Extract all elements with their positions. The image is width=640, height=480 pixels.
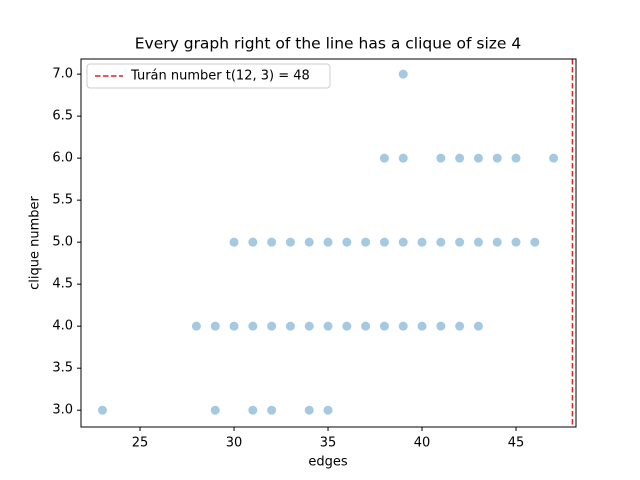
scatter-point [267, 321, 277, 331]
scatter-point [342, 321, 352, 331]
legend-box [86, 63, 331, 89]
scatter-point [191, 321, 201, 331]
scatter-point [285, 321, 295, 331]
scatter-point [304, 405, 314, 415]
x-tick-label: 25 [132, 436, 149, 451]
scatter-point [492, 237, 502, 247]
scatter-point [473, 321, 483, 331]
y-tick-label: 7.0 [52, 67, 73, 82]
scatter-point [210, 405, 220, 415]
scatter-point [455, 237, 465, 247]
scatter-point [229, 321, 239, 331]
scatter-point [97, 405, 107, 415]
scatter-point [379, 153, 389, 163]
scatter-point [229, 237, 239, 247]
scatter-point [323, 405, 333, 415]
scatter-point [285, 237, 295, 247]
scatter-point [417, 321, 427, 331]
scatter-point [455, 321, 465, 331]
x-tick-label: 30 [226, 436, 243, 451]
scatter-point [511, 237, 521, 247]
scatter-point [248, 405, 258, 415]
scatter-point [436, 153, 446, 163]
scatter-point [398, 69, 408, 79]
scatter-point [398, 321, 408, 331]
scatter-point [530, 237, 540, 247]
scatter-point [473, 237, 483, 247]
scatter-point [417, 237, 427, 247]
y-tick-label: 5.0 [52, 235, 73, 250]
scatter-point [379, 237, 389, 247]
y-tick-label: 4.5 [52, 277, 73, 292]
scatter-point [361, 237, 371, 247]
x-axis-label: edges [308, 455, 348, 470]
scatter-point [267, 405, 277, 415]
scatter-point [549, 153, 559, 163]
scatter-point [304, 237, 314, 247]
scatter-point [267, 237, 277, 247]
y-axis-label: clique number [28, 195, 43, 289]
legend-label: Turán number t(12, 3) = 48 [130, 69, 310, 84]
x-tick-label: 45 [508, 436, 525, 451]
scatter-point [210, 321, 220, 331]
scatter-point [304, 321, 314, 331]
scatter-point [473, 153, 483, 163]
chart-title: Every graph right of the line has a cliq… [135, 35, 521, 53]
scatter-point [323, 321, 333, 331]
scatter-point [248, 237, 258, 247]
scatter-point [398, 153, 408, 163]
scatter-point [511, 153, 521, 163]
x-tick-label: 35 [320, 436, 337, 451]
scatter-point [342, 237, 352, 247]
y-tick-label: 4.0 [52, 319, 73, 334]
scatter-point [379, 321, 389, 331]
y-tick-label: 6.0 [52, 151, 73, 166]
plot-frame [80, 58, 577, 428]
y-tick-label: 3.5 [52, 361, 73, 376]
scatter-point [398, 237, 408, 247]
scatter-point [492, 153, 502, 163]
scatter-point [455, 153, 465, 163]
scatter-point [436, 237, 446, 247]
scatter-point [361, 321, 371, 331]
x-tick-label: 40 [414, 436, 431, 451]
scatter-point [323, 237, 333, 247]
y-tick-label: 3.0 [52, 403, 73, 418]
scatter-point [248, 321, 258, 331]
y-tick-label: 6.5 [52, 109, 73, 124]
y-tick-label: 5.5 [52, 193, 73, 208]
scatter-point [436, 321, 446, 331]
